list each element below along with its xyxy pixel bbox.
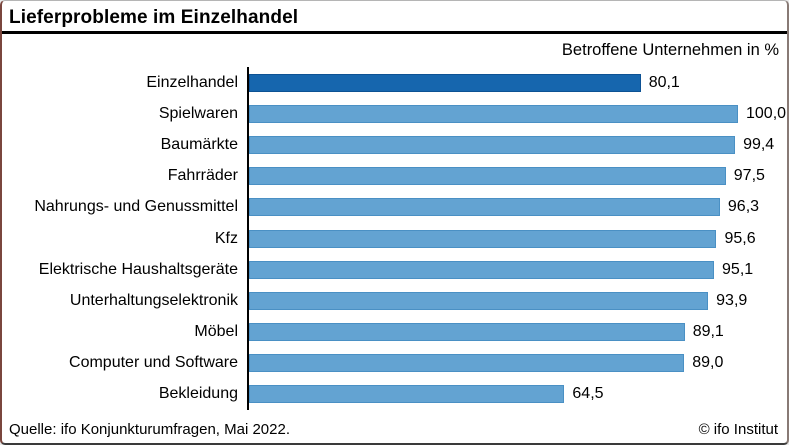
category-label: Spielwaren xyxy=(158,104,238,122)
plot-area: 89,0 xyxy=(247,347,787,379)
bar xyxy=(249,260,715,279)
plot-area: 96,3 xyxy=(247,191,787,223)
chart-subtitle: Betroffene Unternehmen in % xyxy=(561,41,779,59)
bar-row: Spielwaren 100,0 xyxy=(2,98,787,130)
plot-area: 97,5 xyxy=(247,160,787,192)
bar xyxy=(249,198,720,217)
bar-chart: Einzelhandel 80,1 Spielwaren 100,0 Baumä… xyxy=(2,67,787,411)
bar-row: Baumärkte 99,4 xyxy=(2,129,787,161)
plot-area: 64,5 xyxy=(247,378,787,411)
category-label: Fahrräder xyxy=(167,167,238,185)
bar xyxy=(249,291,709,310)
category-label: Nahrungs- und Genussmittel xyxy=(34,198,238,216)
title-rule xyxy=(2,31,787,34)
value-label: 95,6 xyxy=(724,229,756,247)
bar-row: Einzelhandel 80,1 xyxy=(2,67,787,99)
value-label: 100,0 xyxy=(746,104,787,122)
value-label: 89,1 xyxy=(692,323,724,341)
bar-row: Nahrungs- und Genussmittel 96,3 xyxy=(2,191,787,223)
category-label: Baumärkte xyxy=(160,135,238,153)
source-note: Quelle: ifo Konjunkturumfragen, Mai 2022… xyxy=(9,421,290,438)
value-label: 95,1 xyxy=(722,260,754,278)
bar-row: Unterhaltungselektronik 93,9 xyxy=(2,285,787,317)
bar xyxy=(249,354,685,373)
category-label: Elektrische Haushaltsgeräte xyxy=(38,260,238,278)
bar xyxy=(249,135,736,154)
value-label: 96,3 xyxy=(727,198,760,216)
bar-row: Bekleidung 64,5 xyxy=(2,378,787,411)
bar xyxy=(249,104,738,123)
bar-row: Kfz 95,6 xyxy=(2,222,787,255)
plot-area: 95,1 xyxy=(247,254,787,286)
plot-area: 93,9 xyxy=(247,285,787,317)
bar xyxy=(249,229,717,248)
value-label: 89,0 xyxy=(692,354,724,372)
bar-row: Computer und Software 89,0 xyxy=(2,347,787,379)
plot-area: 99,4 xyxy=(247,129,787,161)
value-label: 93,9 xyxy=(716,291,748,309)
category-label: Kfz xyxy=(214,229,238,247)
chart-footer: Quelle: ifo Konjunkturumfragen, Mai 2022… xyxy=(2,410,787,443)
category-label: Einzelhandel xyxy=(146,73,238,91)
category-label: Möbel xyxy=(194,323,238,341)
plot-area: 100,0 xyxy=(247,98,787,130)
plot-area: 89,1 xyxy=(247,316,787,348)
bar xyxy=(249,385,565,404)
value-label: 99,4 xyxy=(743,135,775,153)
value-label: 80,1 xyxy=(648,73,680,91)
category-label: Unterhaltungselektronik xyxy=(69,291,238,309)
value-label: 97,5 xyxy=(733,167,765,185)
bar-row: Fahrräder 97,5 xyxy=(2,160,787,192)
bar-row: Möbel 89,1 xyxy=(2,316,787,348)
plot-area: 95,6 xyxy=(247,222,787,255)
value-label: 64,5 xyxy=(572,385,604,403)
category-label: Computer und Software xyxy=(69,354,238,372)
bar xyxy=(249,167,726,186)
chart-title: Lieferprobleme im Einzelhandel xyxy=(9,7,299,28)
copyright-note: © ifo Institut xyxy=(698,421,778,438)
bar-row: Elektrische Haushaltsgeräte 95,1 xyxy=(2,254,787,286)
bar xyxy=(249,73,641,92)
bar xyxy=(249,323,685,342)
plot-area: 80,1 xyxy=(247,67,787,99)
category-label: Bekleidung xyxy=(158,385,238,403)
